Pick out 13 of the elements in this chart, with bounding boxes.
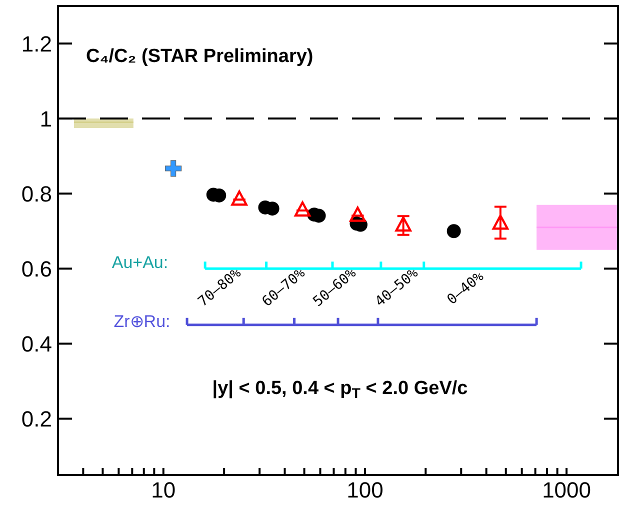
x-tick-label: 10 <box>151 478 176 503</box>
y-tick-label: 0.6 <box>21 256 52 282</box>
annotation: Au+Au: <box>112 253 168 272</box>
text: C₄/C₂ (STAR Preliminary) <box>86 46 314 67</box>
y-tick-label: 0.4 <box>21 331 52 356</box>
y-tick-label: 0.8 <box>21 181 52 206</box>
annotation: Zr⊕Ru: <box>114 312 170 331</box>
x-tick-label: 100 <box>346 478 384 503</box>
y-tick-label: 1.2 <box>21 31 52 56</box>
x-tick-label: 1000 <box>542 478 592 503</box>
annotation: |y| < 0.5, 0.4 < p$_{T}$ < 2.0 GeV/c <box>212 378 468 402</box>
y-tick-label: 1 <box>40 106 52 132</box>
y-tick-label: 0.2 <box>21 406 52 432</box>
